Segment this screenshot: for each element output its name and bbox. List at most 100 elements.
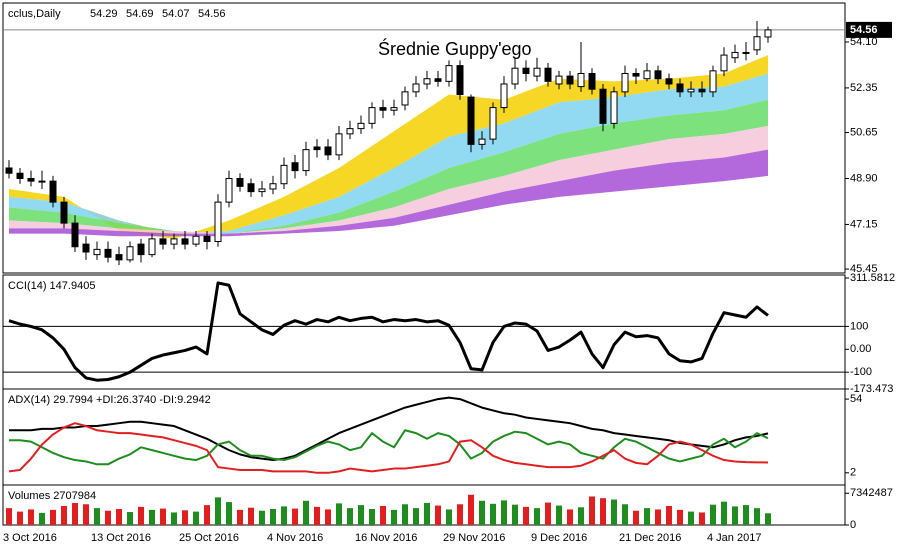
x-tick-label: 3 Oct 2016: [3, 532, 57, 544]
candle-body: [192, 235, 200, 245]
candle-body: [665, 78, 673, 85]
candle-body: [643, 70, 651, 80]
candle-body: [203, 235, 211, 242]
volume-bar: [754, 508, 760, 525]
volume-bar: [633, 510, 639, 525]
volume-bar: [424, 502, 430, 525]
volume-bar: [589, 496, 595, 525]
volume-bar: [347, 508, 353, 525]
candle-body: [577, 72, 585, 88]
candle-body: [313, 146, 321, 151]
y-tick-label: 2: [850, 467, 856, 479]
volume-bar: [17, 511, 23, 525]
candle-body: [621, 72, 629, 93]
x-tick-label: 4 Nov 2016: [267, 532, 323, 544]
volume-bar: [358, 505, 364, 525]
candle-body: [27, 177, 35, 182]
y-tick-label: -173.473: [850, 383, 893, 395]
volume-bar: [512, 504, 518, 525]
volume-bar: [204, 505, 210, 525]
x-tick-label: 21 Dec 2016: [619, 532, 681, 544]
volume-bar: [292, 508, 298, 525]
candle-body: [324, 146, 332, 156]
annotation: Średnie Guppy'ego: [378, 38, 532, 59]
candle-body: [225, 177, 233, 203]
guppy-band: [9, 149, 768, 237]
candle-body: [368, 107, 376, 124]
volume-bar: [490, 503, 496, 525]
candle-body: [599, 88, 607, 124]
guppy-band: [9, 55, 768, 239]
candle-body: [654, 70, 662, 80]
volume-bar: [39, 512, 45, 525]
volume-bar: [721, 501, 727, 525]
candle-body: [500, 83, 508, 109]
candle-body: [302, 149, 310, 172]
y-tick-label: 47.15: [850, 218, 878, 230]
candle-body: [71, 222, 79, 248]
ohlc-value: 54.29: [90, 8, 118, 20]
candle-body: [555, 75, 563, 85]
candle-body: [489, 107, 497, 140]
volume-bar: [644, 508, 650, 525]
volume-bar: [226, 502, 232, 525]
volume-bar: [83, 504, 89, 525]
candle-body: [709, 70, 717, 93]
candle-body: [379, 107, 387, 111]
candle-body: [445, 65, 453, 82]
volume-bar: [732, 506, 738, 525]
candle-body: [753, 36, 761, 51]
volume-bar: [699, 512, 705, 525]
candle-body: [434, 78, 442, 82]
candle-body: [390, 107, 398, 111]
volume-bar: [534, 508, 540, 525]
volume-bar: [468, 494, 474, 525]
y-tick-label: -100: [850, 366, 872, 378]
candle-body: [456, 65, 464, 95]
indicator-line: [9, 429, 769, 466]
candle-body: [698, 88, 706, 93]
volume-bar: [6, 508, 12, 525]
candle-body: [148, 238, 156, 256]
volume-bar: [556, 505, 562, 525]
ohlc-value: 54.56: [198, 8, 226, 20]
candle-body: [214, 201, 222, 242]
candle-body: [60, 201, 68, 224]
candle-body: [280, 164, 288, 185]
y-tick-label: 0.00: [850, 343, 871, 355]
candle-body: [258, 188, 266, 193]
candle-body: [511, 67, 519, 85]
volume-bar: [402, 504, 408, 525]
chart-title: cclus,Daily: [8, 8, 61, 20]
panel-title: Volumes 2707984: [8, 490, 96, 502]
candle-body: [159, 238, 167, 245]
volume-bar: [160, 508, 166, 525]
candle-body: [49, 180, 57, 203]
volume-bar: [50, 509, 56, 525]
candle-body: [247, 183, 255, 193]
x-tick-label: 16 Nov 2016: [355, 532, 417, 544]
y-tick-label: 311.5812: [850, 272, 895, 284]
volume-bar: [193, 511, 199, 525]
candle-body: [170, 238, 178, 245]
candle-body: [38, 180, 46, 183]
volume-bar: [743, 505, 749, 525]
candle-body: [632, 72, 640, 77]
volume-bar: [380, 505, 386, 525]
y-tick-label: 100: [850, 320, 868, 332]
x-tick-label: 13 Oct 2016: [91, 532, 151, 544]
volume-bar: [303, 500, 309, 525]
volume-bar: [479, 500, 485, 525]
volume-bar: [523, 506, 529, 525]
y-tick-label: 50.65: [850, 126, 878, 138]
volume-bar: [314, 506, 320, 525]
panel-title: ADX(14) 29.7994 +DI:26.3740 -DI:9.2942: [8, 394, 211, 406]
volume-bar: [545, 502, 551, 525]
candle-body: [731, 51, 739, 59]
volume-bar: [325, 509, 331, 525]
candle-body: [269, 183, 277, 190]
guppy-band: [9, 73, 768, 234]
panel-title: CCI(14) 147.9405: [8, 280, 95, 292]
panel-frame: [2, 2, 846, 274]
volume-bar: [149, 509, 155, 525]
